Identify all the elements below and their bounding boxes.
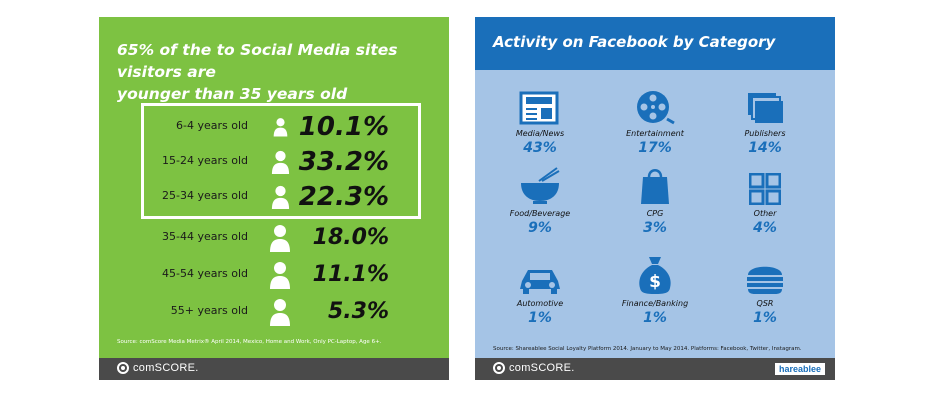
highlight-box (141, 103, 421, 219)
age-label: 15-24 years old (162, 154, 248, 167)
category-label: Media/News (515, 129, 565, 138)
person-icon (273, 117, 288, 137)
age-row: 6-4 years old 10.1% (141, 109, 421, 145)
age-percentage: 18.0% (312, 225, 389, 250)
category-percentage: 1% (528, 310, 552, 326)
age-label: 6-4 years old (176, 119, 248, 132)
category-item: CPG 3% (610, 163, 700, 236)
category-percentage: 43% (523, 140, 557, 156)
title-line-1: 65% of the to Social Media sites visitor… (117, 41, 398, 81)
facebook-panel-header: Activity on Facebook by Category (475, 17, 835, 70)
category-item: Entertainment 17% (610, 83, 700, 156)
category-item: Food/Beverage 9% (495, 163, 585, 236)
category-item: Other 4% (720, 163, 810, 236)
bowl-chopsticks-icon (495, 163, 585, 205)
age-label: 55+ years old (170, 304, 248, 317)
category-label: QSR (756, 299, 774, 308)
comscore-logo: comSCORE. (493, 362, 575, 374)
category-percentage: 1% (753, 310, 777, 326)
category-item: QSR 1% (720, 253, 810, 326)
person-icon (269, 261, 291, 289)
category-item: Automotive 1% (495, 253, 585, 326)
category-percentage: 9% (528, 220, 552, 236)
category-item: Media/News 43% (495, 83, 585, 156)
age-percentage: 22.3% (298, 182, 389, 212)
stacked-pages-icon (720, 83, 810, 125)
age-panel: 65% of the to Social Media sites visitor… (99, 17, 449, 380)
category-percentage: 3% (643, 220, 667, 236)
person-icon (271, 185, 290, 209)
age-percentage: 33.2% (298, 147, 389, 177)
age-label: 25-34 years old (162, 189, 248, 202)
category-label: CPG (646, 209, 664, 218)
age-label: 35-44 years old (162, 230, 248, 243)
category-label: Food/Beverage (509, 209, 571, 218)
money-bag-icon: $ (610, 253, 700, 295)
comscore-mark-icon (493, 362, 505, 374)
person-icon (269, 298, 291, 326)
category-percentage: 14% (748, 140, 782, 156)
age-label: 45-54 years old (162, 267, 248, 280)
age-percentage: 10.1% (298, 112, 389, 142)
category-label: Finance/Banking (621, 299, 689, 308)
grid-icon (720, 163, 810, 205)
svg-text:$: $ (649, 272, 661, 292)
comscore-wordmark: comSCORE. (133, 362, 199, 374)
comscore-logo: comSCORE. (117, 362, 199, 374)
age-percentage: 5.3% (327, 299, 389, 324)
person-icon (271, 150, 290, 174)
age-row: 15-24 years old 33.2% (141, 144, 421, 180)
age-row: 35-44 years old 18.0% (141, 220, 421, 256)
burger-icon (720, 253, 810, 295)
age-row: 55+ years old 5.3% (141, 294, 421, 330)
age-panel-title: 65% of the to Social Media sites visitor… (117, 39, 437, 105)
facebook-panel: Activity on Facebook by Category Media/N… (475, 17, 835, 380)
category-percentage: 1% (643, 310, 667, 326)
category-label: Other (753, 209, 777, 218)
age-footer: comSCORE. (99, 358, 449, 380)
shopping-bag-icon (610, 163, 700, 205)
category-label: Automotive (516, 299, 564, 308)
facebook-footer: comSCORE. hareablee (475, 358, 835, 380)
facebook-panel-title: Activity on Facebook by Category (493, 33, 776, 51)
age-row: 25-34 years old 22.3% (141, 179, 421, 215)
age-percentage: 11.1% (312, 262, 389, 287)
category-percentage: 17% (638, 140, 672, 156)
comscore-mark-icon (117, 362, 129, 374)
person-icon (269, 224, 291, 252)
car-icon (495, 253, 585, 295)
shareablee-logo: hareablee (774, 363, 825, 375)
category-item: Publishers 14% (720, 83, 810, 156)
category-percentage: 4% (753, 220, 777, 236)
comscore-wordmark: comSCORE. (509, 362, 575, 374)
category-item: $ Finance/Banking 1% (610, 253, 700, 326)
facebook-source-note: Source: Shareablee Social Loyalty Platfo… (493, 346, 802, 352)
category-label: Entertainment (626, 129, 684, 138)
age-row: 45-54 years old 11.1% (141, 257, 421, 293)
film-reel-icon (610, 83, 700, 125)
age-source-note: Source: comScore Media Metrix® April 201… (117, 339, 382, 345)
title-line-2: younger than 35 years old (117, 85, 348, 103)
category-label: Publishers (744, 129, 786, 138)
newspaper-icon (495, 83, 585, 125)
